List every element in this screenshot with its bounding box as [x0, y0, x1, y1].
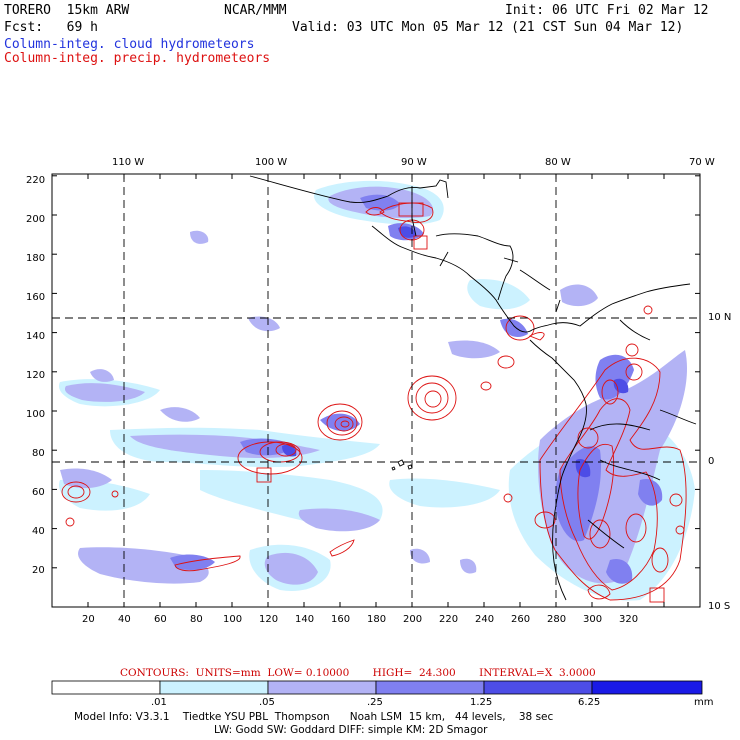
lat-lon-grid — [52, 174, 700, 607]
colorbar-level: .25 — [367, 697, 383, 708]
colorbar-segment — [51, 680, 161, 695]
model-title: TORERO 15km ARW — [4, 3, 130, 18]
y-grid-label: 220 — [26, 175, 46, 186]
precip-contours — [61, 202, 687, 603]
colorbar-unit: mm — [694, 697, 714, 708]
lat-label: 10 S — [708, 601, 731, 612]
colorbar-segment — [159, 680, 269, 695]
y-grid-label: 40 — [32, 526, 45, 537]
x-grid-label: 60 — [154, 614, 167, 625]
y-grid-label: 160 — [26, 292, 46, 303]
colorbar-segment — [375, 680, 485, 695]
x-grid-label: 80 — [190, 614, 203, 625]
lon-label: 90 W — [401, 157, 427, 168]
cloud-shading-max — [282, 226, 629, 478]
colorbar-level: 6.25 — [578, 697, 601, 708]
colorbar-segment — [483, 680, 593, 695]
model-info: Model Info: V3.3.1 Tiedtke YSU PBL Thomp… — [74, 711, 554, 723]
y-grid-label: 180 — [26, 253, 46, 264]
colorbar-level: .01 — [151, 697, 167, 708]
x-grid-label: 320 — [619, 614, 639, 625]
x-grid-label: 180 — [367, 614, 387, 625]
x-grid-label: 300 — [583, 614, 603, 625]
x-grid-label: 260 — [511, 614, 531, 625]
model-physics: LW: Godd SW: Goddard DIFF: simple KM: 2D… — [214, 724, 488, 736]
lon-label: 100 W — [255, 157, 288, 168]
axis-ticks — [51, 174, 701, 608]
init-time: Init: 06 UTC Fri 02 Mar 12 — [505, 3, 709, 18]
lon-label: 80 W — [545, 157, 571, 168]
y-grid-label: 120 — [26, 370, 46, 381]
x-grid-label: 220 — [439, 614, 459, 625]
x-grid-label: 280 — [547, 614, 567, 625]
colorbar-level: 1.25 — [470, 697, 493, 708]
lon-label: 70 W — [689, 157, 715, 168]
contours-info: CONTOURS: UNITS=mm LOW= 0.10000 HIGH= 24… — [120, 667, 596, 679]
x-grid-label: 40 — [118, 614, 131, 625]
y-grid-label: 20 — [32, 565, 45, 576]
x-grid-label: 120 — [259, 614, 279, 625]
x-grid-label: 100 — [223, 614, 243, 625]
field-label-cloud: Column-integ. cloud hydrometeors — [4, 37, 255, 52]
organization-label: NCAR/MMM — [224, 3, 287, 18]
forecast-hour: Fcst: 69 h — [4, 20, 98, 35]
colorbar-level: .05 — [259, 697, 275, 708]
x-grid-label: 200 — [403, 614, 423, 625]
lat-label: 0 — [708, 456, 715, 467]
y-grid-label: 60 — [32, 487, 45, 498]
x-grid-label: 20 — [82, 614, 95, 625]
y-grid-label: 200 — [26, 214, 46, 225]
y-grid-label: 140 — [26, 331, 46, 342]
colorbar-segment — [591, 680, 703, 695]
colorbar-segment — [267, 680, 377, 695]
x-grid-label: 140 — [295, 614, 315, 625]
valid-time: Valid: 03 UTC Mon 05 Mar 12 (21 CST Sun … — [292, 20, 684, 35]
lat-label: 10 N — [708, 312, 732, 323]
y-grid-label: 80 — [32, 448, 45, 459]
x-grid-label: 240 — [475, 614, 495, 625]
field-label-precip: Column-integ. precip. hydrometeors — [4, 51, 271, 66]
y-grid-label: 100 — [26, 409, 46, 420]
x-grid-label: 160 — [331, 614, 351, 625]
lon-label: 110 W — [112, 157, 145, 168]
